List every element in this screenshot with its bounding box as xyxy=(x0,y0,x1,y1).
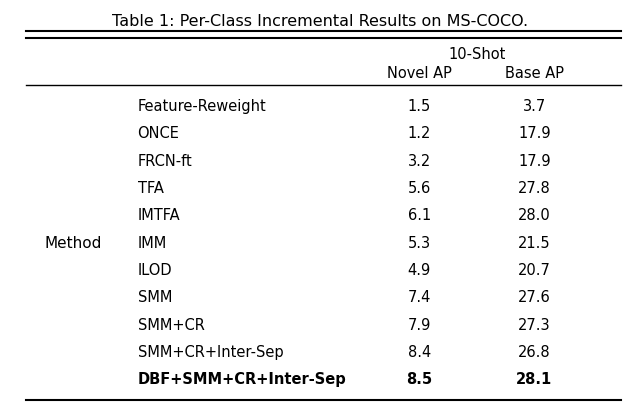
Text: 7.9: 7.9 xyxy=(408,318,431,332)
Text: 17.9: 17.9 xyxy=(518,154,550,169)
Text: 6.1: 6.1 xyxy=(408,208,431,223)
Text: Table 1: Per-Class Incremental Results on MS-COCO.: Table 1: Per-Class Incremental Results o… xyxy=(112,14,528,29)
Text: 3.2: 3.2 xyxy=(408,154,431,169)
Text: 1.2: 1.2 xyxy=(408,126,431,141)
Text: 27.6: 27.6 xyxy=(518,290,551,305)
Text: 7.4: 7.4 xyxy=(408,290,431,305)
Text: 27.8: 27.8 xyxy=(518,181,551,196)
Text: ONCE: ONCE xyxy=(138,126,179,141)
Text: Base AP: Base AP xyxy=(505,66,564,81)
Text: Feature-Reweight: Feature-Reweight xyxy=(138,99,266,114)
Text: 26.8: 26.8 xyxy=(518,345,550,360)
Text: 5.3: 5.3 xyxy=(408,236,431,250)
Text: TFA: TFA xyxy=(138,181,163,196)
Text: 8.5: 8.5 xyxy=(406,372,432,387)
Text: IMM: IMM xyxy=(138,236,167,250)
Text: 21.5: 21.5 xyxy=(518,236,550,250)
Text: 28.0: 28.0 xyxy=(518,208,551,223)
Text: 5.6: 5.6 xyxy=(408,181,431,196)
Text: SMM+CR: SMM+CR xyxy=(138,318,204,332)
Text: 10-Shot: 10-Shot xyxy=(448,47,506,62)
Text: 3.7: 3.7 xyxy=(523,99,546,114)
Text: ILOD: ILOD xyxy=(138,263,172,278)
Text: 28.1: 28.1 xyxy=(516,372,552,387)
Text: Method: Method xyxy=(45,236,102,250)
Text: 17.9: 17.9 xyxy=(518,126,550,141)
Text: DBF+SMM+CR+Inter-Sep: DBF+SMM+CR+Inter-Sep xyxy=(138,372,346,387)
Text: FRCN-ft: FRCN-ft xyxy=(138,154,193,169)
Text: 20.7: 20.7 xyxy=(518,263,551,278)
Text: SMM: SMM xyxy=(138,290,172,305)
Text: Novel AP: Novel AP xyxy=(387,66,452,81)
Text: SMM+CR+Inter-Sep: SMM+CR+Inter-Sep xyxy=(138,345,284,360)
Text: 27.3: 27.3 xyxy=(518,318,550,332)
Text: IMTFA: IMTFA xyxy=(138,208,180,223)
Text: 1.5: 1.5 xyxy=(408,99,431,114)
Text: 8.4: 8.4 xyxy=(408,345,431,360)
Text: 4.9: 4.9 xyxy=(408,263,431,278)
